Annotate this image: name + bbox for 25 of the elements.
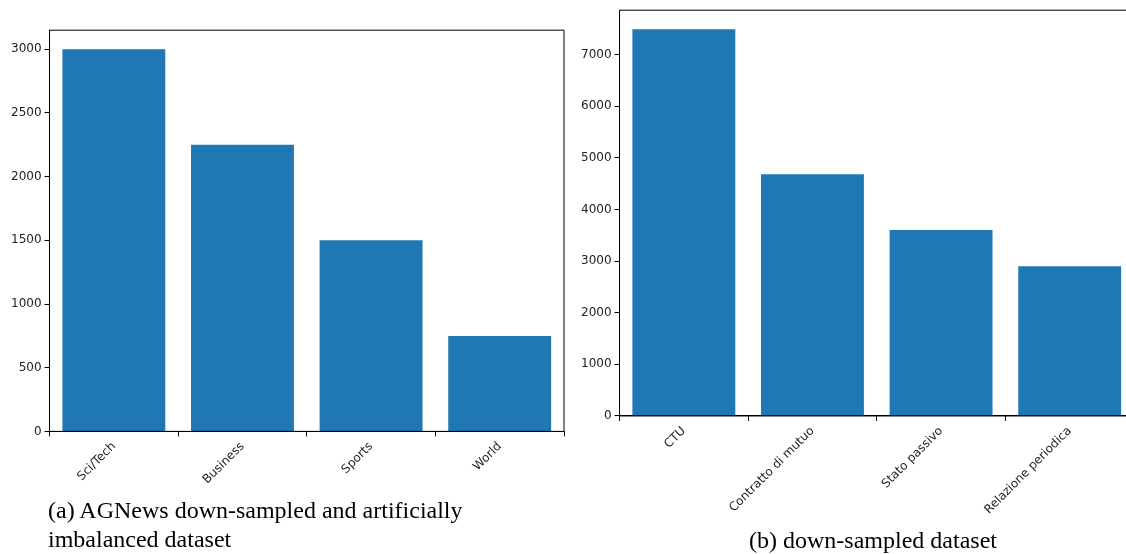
bar [62, 49, 166, 431]
y-tick-label: 7000 [580, 46, 612, 61]
bar [319, 240, 423, 431]
y-tick-label: 2000 [580, 304, 612, 319]
y-tick-label: 4000 [580, 201, 612, 216]
bar [632, 29, 736, 416]
y-tick-label: 5000 [580, 149, 612, 164]
y-tick-label: 1000 [10, 296, 42, 311]
bar [761, 174, 864, 416]
y-tick-label: 0 [33, 423, 42, 438]
text: (b) down-sampled dataset [748, 526, 998, 554]
y-tick-label: 3000 [10, 41, 42, 56]
y-tick-label: 500 [18, 359, 42, 374]
y-tick-label: 1500 [10, 232, 42, 247]
y-tick-label: 0 [603, 408, 612, 423]
bar [448, 335, 552, 431]
y-tick-label: 3000 [580, 253, 612, 268]
y-tick-label: 6000 [580, 98, 612, 113]
y-tick-label: 2000 [10, 168, 42, 183]
bar [1018, 266, 1122, 416]
y-tick-label: 2500 [10, 105, 42, 120]
text: (a) AGNews down-sampled and artificially imbalanced dataset [47, 496, 464, 554]
y-tick-label: 1000 [580, 356, 612, 371]
bar [889, 230, 993, 416]
bar [191, 144, 294, 431]
